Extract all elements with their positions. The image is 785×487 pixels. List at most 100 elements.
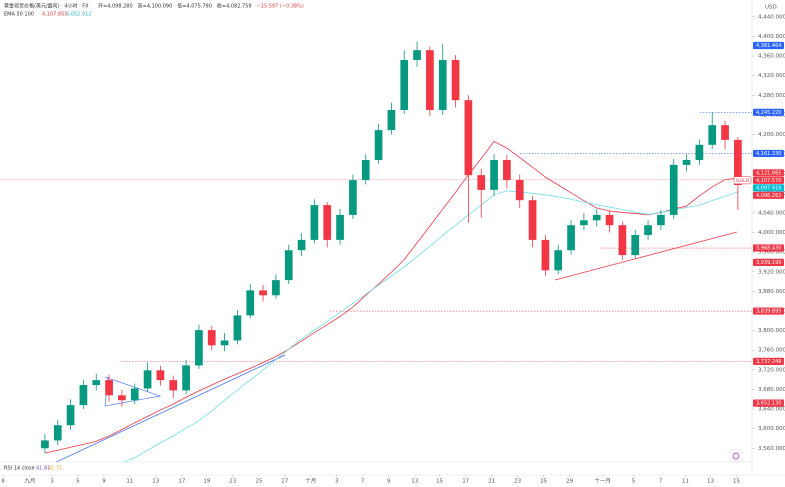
- candle-body: [580, 220, 588, 226]
- x-tick-label: 九月: [24, 477, 35, 485]
- candle-body: [53, 425, 62, 441]
- x-tick-label: 13: [152, 479, 159, 485]
- price-badge-label: 4,161.330: [756, 151, 781, 157]
- y-tick-label: 4,360.000: [758, 54, 785, 60]
- y-tick-label: 3,680.000: [758, 387, 785, 393]
- x-tick-label: 17: [462, 479, 469, 485]
- x-tick-label: 11: [126, 479, 133, 485]
- candle-body: [413, 50, 421, 60]
- price-badge: [753, 169, 784, 177]
- price-badge-label: 4,107.570: [756, 178, 781, 184]
- price-badge-label: 3,968.430: [756, 246, 781, 252]
- candle-body: [246, 290, 255, 316]
- alert-icon[interactable]: [732, 452, 740, 460]
- candle-body: [682, 159, 691, 165]
- ohlc-value: 开=4,098.280: [98, 4, 133, 10]
- candle-body: [618, 225, 627, 256]
- x-tick-label: 25: [255, 479, 262, 485]
- candle-body: [323, 205, 332, 240]
- candle-body: [464, 100, 473, 176]
- x-tick-label: 9: [387, 479, 391, 485]
- x-tick-label: 25: [540, 479, 547, 485]
- x-tick-label: 5: [76, 479, 80, 485]
- x-tick-label: 13: [411, 479, 418, 485]
- candle-body: [259, 290, 267, 296]
- candle-body: [438, 59, 447, 110]
- candle-body: [118, 395, 126, 401]
- candle-body: [721, 125, 729, 140]
- y-tick-label: 3,560.000: [758, 446, 785, 452]
- price-badge-label: 4,097.910: [756, 185, 781, 191]
- candle-body: [66, 405, 75, 426]
- price-badge: [753, 357, 784, 365]
- candle-body: [541, 239, 550, 271]
- plot: [0, 41, 752, 462]
- candle-body: [361, 159, 370, 181]
- symbol-badge-label: GOLD: [736, 178, 750, 184]
- x-tick-label: 13: [707, 479, 714, 485]
- candle-body: [79, 385, 88, 406]
- price-badge: [753, 191, 784, 199]
- candle-body: [169, 380, 178, 391]
- x-tick-label: 29: [566, 479, 573, 485]
- candle-body: [515, 180, 524, 201]
- ohlc-value: 高=4,100.090: [138, 3, 173, 10]
- price-badge: [753, 244, 784, 252]
- y-tick-label: 3,760.000: [758, 348, 785, 354]
- candle-body: [207, 330, 216, 346]
- indicator-label: EMA 50 100: [4, 12, 34, 18]
- candle-body: [451, 59, 460, 101]
- candle-body: [220, 340, 229, 346]
- candle-body: [644, 225, 652, 235]
- price-badge-label: 3,839.895: [756, 309, 781, 315]
- price-badge-label: 4,096.262: [756, 193, 781, 199]
- candle-body: [374, 130, 383, 160]
- x-tick-label: 23: [229, 479, 236, 485]
- candle-body: [528, 200, 537, 240]
- candle-body: [426, 50, 434, 110]
- y-tick-label: 3,720.000: [758, 367, 785, 373]
- candle-body: [297, 239, 306, 251]
- price-badge: [753, 41, 784, 50]
- candle-body: [592, 214, 601, 221]
- y-tick-label: 3,800.000: [758, 328, 785, 334]
- candle-body: [387, 109, 396, 131]
- x-tick-label: 十一月: [594, 477, 611, 485]
- x-tick-label: 15: [436, 479, 443, 485]
- currency: USD: [765, 5, 777, 11]
- x-tick-label: 7: [659, 479, 663, 485]
- price-badge-label: 3,737.248: [756, 359, 781, 365]
- price-badge-label: 4,381.464: [756, 43, 781, 49]
- y-tick-label: 4,440.000: [758, 14, 785, 20]
- y-tick-label: 4,280.000: [758, 93, 785, 99]
- y-tick-label: 3,880.000: [758, 289, 785, 295]
- y-tick-label: 4,400.000: [758, 34, 785, 40]
- candle-body: [156, 370, 165, 381]
- x-tick-label: 5: [632, 479, 636, 485]
- candle-body: [284, 250, 293, 281]
- x-tick-label: 11: [682, 479, 689, 485]
- price-badge: [753, 184, 784, 192]
- y-tick-label: 4,040.000: [758, 210, 785, 216]
- y-tick-label: 3,920.000: [758, 269, 785, 275]
- candle-body: [195, 330, 203, 366]
- candle-body: [92, 380, 101, 386]
- x-tick-label: 17: [178, 479, 185, 485]
- y-tick-label: 3,600.000: [758, 426, 785, 432]
- candle-body: [336, 214, 344, 240]
- candle-body: [503, 159, 511, 181]
- x-tick-label: 3: [335, 479, 339, 485]
- candle-body: [695, 144, 704, 160]
- ohlc-value: 低=4,075.790: [177, 3, 212, 10]
- y-tick-label: 4,000.000: [758, 230, 785, 236]
- x-tick-label: 23: [514, 479, 521, 485]
- candle-body: [41, 440, 49, 449]
- y-tick-label: 3,960.000: [758, 250, 785, 256]
- candle-body: [233, 315, 242, 341]
- candle-body: [631, 235, 640, 256]
- rsi-value: 41.81: [36, 466, 50, 472]
- candle-body: [182, 365, 190, 391]
